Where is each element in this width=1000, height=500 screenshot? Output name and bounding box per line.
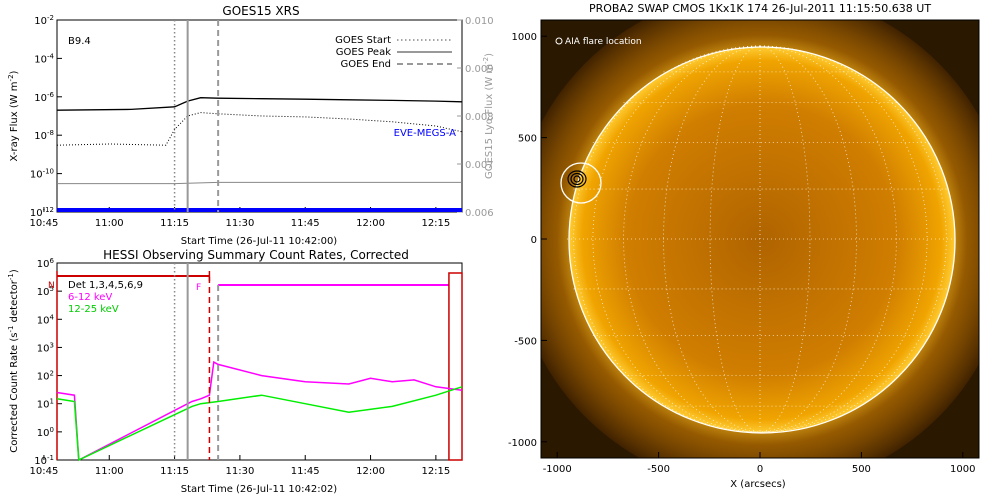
longitude-line [759,45,928,433]
goes-right-tick-label: 0.009 [465,64,494,75]
goes-y-tick-label: 10-6 [34,91,54,104]
goes-right-tick-label: 0.007 [465,160,494,171]
goes-y-label: X-ray Flux (W m-2) [7,70,20,161]
hessi-x-tick-label: 10:45 [30,466,59,477]
goes-x-tick-label: 12:00 [356,218,385,229]
goes-x-tick-label: 11:15 [160,218,189,229]
hessi-flare-markers [173,263,220,460]
limb-circle [568,46,956,434]
swap-title: PROBA2 SWAP CMOS 1Kx1K 174 26-Jul-2011 1… [589,2,931,15]
goes-x-tick-label: 11:00 [95,218,124,229]
goes-y-tick-label: 10-4 [34,52,54,65]
aia-legend-marker [555,37,563,45]
hessi-y-tick-label: 101 [37,398,54,411]
hessi-flag-n: N [48,281,55,291]
goes-y-tick-label: 10-10 [30,168,54,181]
flare-contour-2 [570,172,584,186]
legend-goes-start: GOES Start [335,35,391,46]
hessi-y-axis-ticks: 10-1 100 101 102 103 104 105 106 [34,257,62,467]
swap-x-label: X (arcsecs) [730,479,786,490]
hessi-x-tick-label: 11:45 [291,466,320,477]
heliographic-grid [567,45,953,433]
hessi-y-tick-label: 103 [37,341,54,354]
longitude-line [623,45,761,433]
swap-x-tick-label: -1000 [543,464,572,475]
eve-megs-label: EVE-MEGS-A [394,128,457,139]
hessi-title: HESSI Observing Summary Count Rates, Cor… [103,248,409,262]
flare-region-circle [560,162,602,204]
goes-x-tick-label: 11:30 [225,218,254,229]
hessi-legend-det: Det 1,3,4,5,6,9 [68,280,143,291]
goes-right-tick-label: 0.006 [465,208,494,219]
aia-flare-contours [567,170,587,188]
swap-x-tick-label: 500 [852,464,871,475]
swap-y-tick-label: 0 [531,235,537,246]
hessi-x-tick-label: 11:30 [225,466,254,477]
swap-x-axis-ticks: -1000 -500 0 500 1000 [543,452,976,475]
goes-title: GOES15 XRS [222,4,299,18]
hessi-x-tick-label: 12:00 [356,466,385,477]
goes-y-axis-ticks: 10-12 10-10 10-8 10-6 10-4 10-2 [30,14,62,219]
flare-contour-3 [573,175,581,183]
goes-x-tick-label: 10:45 [30,218,59,229]
goes-x-tick-label: 11:45 [291,218,320,229]
hessi-y-tick-label: 10-1 [34,454,54,467]
swap-image-area [541,20,979,458]
solar-disk [569,47,955,433]
hessi-y-tick-label: 104 [37,313,55,326]
hessi-y-tick-label: 100 [37,426,54,439]
hessi-series-6-12-keV [56,360,463,462]
legend-goes-end: GOES End [341,59,391,70]
hessi-y-tick-label: 106 [37,257,55,270]
hessi-legend-high: 12-25 keV [68,304,119,315]
goes-flare-markers [173,20,220,212]
hessi-flag-bars [56,271,463,461]
hessi-flag-f: F [196,283,201,293]
hessi-legend-low: 6-12 keV [68,292,112,303]
goes-legend: GOES Start GOES Peak GOES End [335,35,452,70]
goes-series-long [56,97,463,111]
swap-y-tick-label: -500 [514,336,537,347]
goes-series-ly- [57,181,462,185]
goes-right-tick-label: 0.008 [465,112,494,123]
goes-right-tick-label: 0.010 [465,16,494,27]
aia-legend-label: AIA flare location [565,37,642,47]
hessi-x-tick-label: 12:15 [421,466,450,477]
goes-right-y-label: GOES15 Lyα Flux (W m-2) [482,53,495,179]
goes-xrs-chart: GOES15 XRS B9.4 10-1210-1010-810-610-410… [7,4,495,247]
goes-series-short [56,112,463,146]
hessi-series-12-25-keV [56,386,463,462]
hessi-y-label: Corrected Count Rate (s-1 detector-1) [7,269,20,453]
goes-y-tick-label: 10-8 [34,129,54,142]
hessi-y-tick-label: 105 [37,285,54,298]
swap-y-tick-label: -1000 [508,438,537,449]
goes-corner-label: B9.4 [68,36,91,47]
hessi-series-group [56,360,463,462]
hessi-x-tick-label: 11:00 [95,466,124,477]
hessi-x-tick-label: 11:15 [160,466,189,477]
longitude-line [759,45,897,433]
swap-y-axis-ticks: 1000 500 0 -500 -1000 [508,32,547,449]
swap-y-tick-label: 1000 [512,32,537,43]
flare-contour-1 [567,170,587,188]
goes-y-tick-label: 10-2 [34,14,54,27]
night-flag-end-box [448,272,463,461]
goes-series-group [56,97,463,212]
swap-x-tick-label: -500 [647,464,670,475]
goes-y-tick-label: 10-12 [30,206,54,219]
goes-x-tick-label: 12:15 [421,218,450,229]
hessi-x-label: Start Time (26-Jul-11 10:42:02) [181,484,338,495]
goes-x-label: Start Time (26-Jul-11 10:42:00) [181,236,338,247]
hessi-y-tick-label: 102 [37,370,54,383]
swap-y-tick-label: 500 [518,134,537,145]
legend-goes-peak: GOES Peak [336,47,391,58]
hessi-count-rate-chart: HESSI Observing Summary Count Rates, Cor… [7,248,463,495]
longitude-line [592,45,761,433]
swap-x-tick-label: 0 [757,464,763,475]
swap-x-tick-label: 1000 [950,464,975,475]
